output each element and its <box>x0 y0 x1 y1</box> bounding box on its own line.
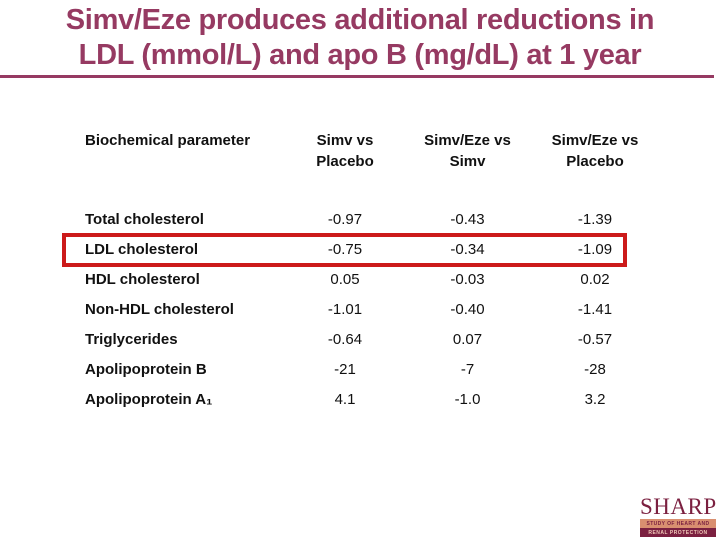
table-row-highlighted: LDL cholesterol -0.75 -0.34 -1.09 <box>85 234 660 264</box>
table-row: HDL cholesterol 0.05 -0.03 0.02 <box>85 264 660 294</box>
row-label: Non-HDL cholesterol <box>85 300 234 318</box>
cell-value: 0.05 <box>330 270 360 288</box>
cell-value: -0.64 <box>327 330 363 348</box>
table-row: Non-HDL cholesterol -1.01 -0.40 -1.41 <box>85 294 660 324</box>
table-row: Apolipoprotein A₁ 4.1 -1.0 3.2 <box>85 384 660 414</box>
cell-value: -1.41 <box>577 300 613 318</box>
row-label: Apolipoprotein B <box>85 360 207 378</box>
cell-value: -0.97 <box>327 210 363 228</box>
cell-value: -1.39 <box>577 210 613 228</box>
sharp-logo: SHARP STUDY OF HEART AND RENAL PROTECTIO… <box>640 495 716 537</box>
cell-value: -0.43 <box>450 210 485 228</box>
header-biochemical-parameter: Biochemical parameter <box>85 132 251 149</box>
cell-value: 3.2 <box>584 390 606 408</box>
slide-title-line-2: LDL (mmol/L) and apo B (mg/dL) at 1 year <box>78 39 642 71</box>
table-header-row: Biochemical parameter Simv vs Placebo Si… <box>85 130 660 204</box>
cell-value: -0.34 <box>450 240 485 258</box>
cell-value: -0.40 <box>450 300 485 318</box>
slide-title: Simv/Eze produces additional reductions … <box>0 3 720 73</box>
header-simveze-vs-placebo: Simv/Eze vs Placebo <box>551 132 639 170</box>
cell-value: -7 <box>460 360 475 378</box>
header-simveze-vs-simv: Simv/Eze vs Simv <box>424 132 511 170</box>
table-row: Triglycerides -0.64 0.07 -0.57 <box>85 324 660 354</box>
cell-value: 0.07 <box>452 330 483 348</box>
cell-value: -0.75 <box>327 240 363 258</box>
cell-value: -28 <box>584 360 606 378</box>
sharp-logo-tagline-2: RENAL PROTECTION <box>640 528 716 537</box>
slide-title-line-1: Simv/Eze produces additional reductions … <box>65 4 655 36</box>
title-underline-rule <box>0 75 714 78</box>
row-label: Apolipoprotein A₁ <box>85 390 213 408</box>
cell-value: -0.57 <box>577 330 613 348</box>
row-label: Triglycerides <box>85 330 178 348</box>
cell-value: -1.09 <box>577 240 613 258</box>
table-row: Total cholesterol -0.97 -0.43 -1.39 <box>85 204 660 234</box>
cell-value: 4.1 <box>334 390 356 408</box>
header-simv-vs-placebo: Simv vs Placebo <box>316 132 374 170</box>
sharp-logo-wordmark: SHARP <box>640 494 717 519</box>
table-row: Apolipoprotein B -21 -7 -28 <box>85 354 660 384</box>
cell-value: -21 <box>334 360 356 378</box>
row-label: HDL cholesterol <box>85 270 200 288</box>
results-table: Biochemical parameter Simv vs Placebo Si… <box>85 130 660 414</box>
row-label: LDL cholesterol <box>85 240 199 258</box>
cell-value: -1.01 <box>327 300 363 318</box>
row-label: Total cholesterol <box>85 210 204 228</box>
cell-value: -0.03 <box>450 270 485 288</box>
cell-value: -1.0 <box>454 390 481 408</box>
sharp-logo-tagline-1: STUDY OF HEART AND <box>640 519 716 528</box>
cell-value: 0.02 <box>580 270 610 288</box>
